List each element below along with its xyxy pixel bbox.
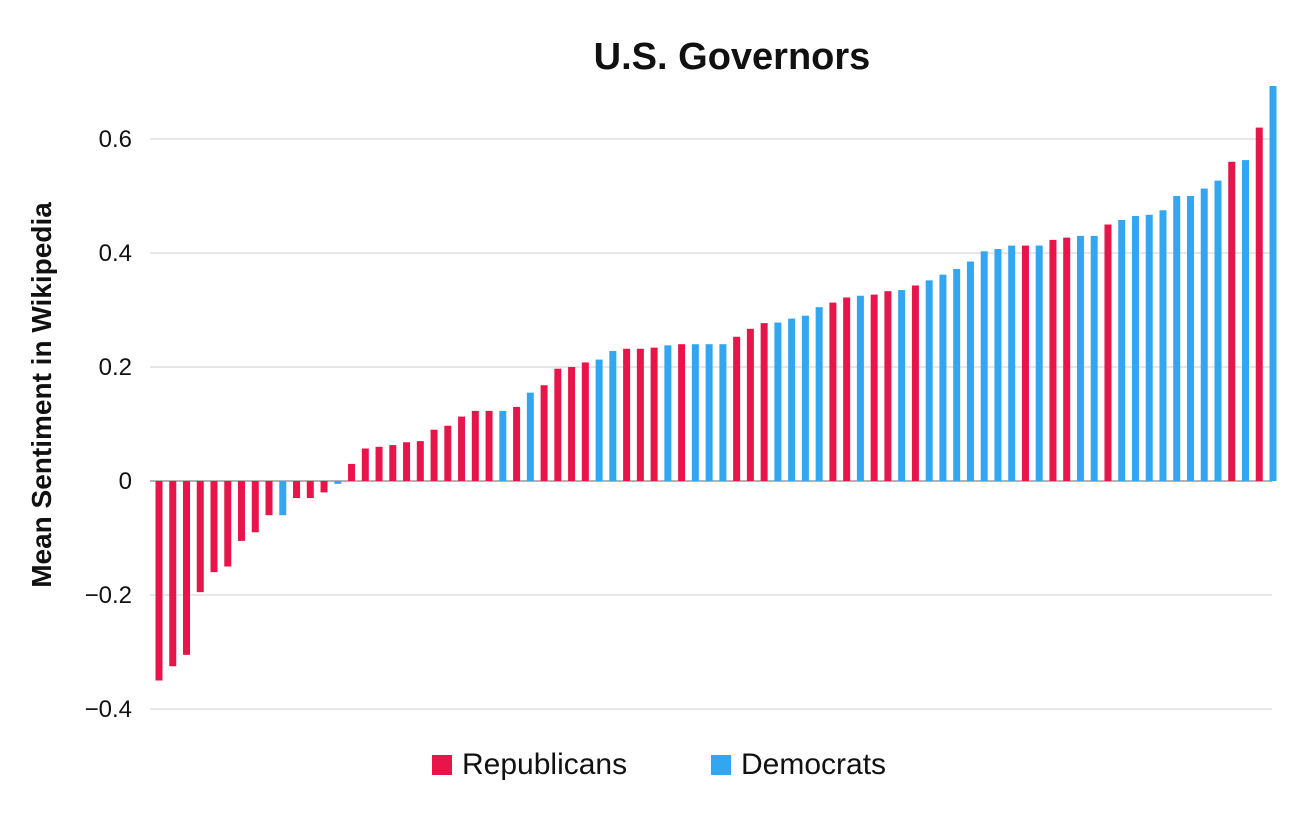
- bar-republicans: [183, 481, 191, 655]
- bar-democrats: [1159, 210, 1167, 481]
- bar-republicans: [389, 445, 397, 481]
- legend-label-republicans: Republicans: [462, 748, 628, 781]
- bar-democrats: [1214, 180, 1222, 482]
- bar-republicans: [1228, 161, 1236, 482]
- bar-republicans: [760, 323, 768, 481]
- bar-democrats: [595, 359, 603, 481]
- bar-democrats: [856, 295, 864, 481]
- legend: Democrats: [711, 748, 886, 782]
- bar-republicans: [650, 347, 658, 481]
- y-tick-label: 0.4: [99, 240, 132, 267]
- y-tick-label: −0.4: [85, 696, 132, 723]
- bar-republicans: [1104, 224, 1112, 481]
- bar-democrats: [953, 268, 961, 481]
- bar-republicans: [444, 425, 452, 481]
- bar-democrats: [1200, 188, 1208, 481]
- bar-democrats: [609, 351, 617, 481]
- bar-democrats: [774, 322, 782, 481]
- bar-republicans: [581, 362, 589, 481]
- bar-republicans: [375, 446, 383, 481]
- bar-republicans: [733, 336, 741, 481]
- bar-republicans: [416, 441, 424, 481]
- bar-republicans: [911, 285, 919, 481]
- bar-republicans: [870, 294, 878, 481]
- bar-republicans: [554, 368, 562, 481]
- bar-republicans: [251, 481, 259, 533]
- bar-republicans: [746, 328, 754, 481]
- bar-democrats: [499, 410, 507, 481]
- bar-democrats: [526, 392, 534, 481]
- bar-republicans: [1255, 127, 1263, 481]
- bar-republicans: [196, 481, 204, 593]
- bar-democrats: [1035, 245, 1043, 481]
- y-tick-label: 0.2: [99, 354, 132, 381]
- bar-republicans: [210, 481, 218, 573]
- bar-democrats: [664, 345, 672, 481]
- bar-republicans: [238, 481, 246, 541]
- bar-democrats: [788, 318, 796, 481]
- bar-republicans: [1021, 245, 1029, 481]
- bar-democrats: [334, 481, 342, 484]
- bar-republicans: [623, 348, 631, 481]
- bar-republicans: [843, 297, 851, 481]
- bar-democrats: [898, 290, 906, 481]
- bar-republicans: [636, 348, 644, 481]
- bar-democrats: [994, 249, 1002, 481]
- bar-democrats: [1090, 235, 1098, 481]
- bar-republicans: [678, 344, 686, 481]
- bar-democrats: [801, 315, 809, 481]
- legend: Republicans: [432, 748, 627, 782]
- bar-democrats: [925, 280, 933, 481]
- bar-republicans: [361, 448, 369, 481]
- bar-republicans: [458, 416, 466, 481]
- bar-democrats: [1076, 235, 1084, 481]
- bar-democrats: [279, 481, 287, 516]
- y-tick-label: 0.6: [99, 126, 132, 153]
- bar-republicans: [320, 481, 328, 493]
- bar-republicans: [306, 481, 314, 499]
- bar-republicans: [265, 481, 273, 516]
- legend-swatch-democrats: [711, 755, 731, 775]
- bar-republicans: [430, 429, 438, 481]
- bar-republicans: [471, 410, 479, 481]
- bar-democrats: [1118, 219, 1126, 481]
- bar-republicans: [169, 481, 177, 667]
- bar-democrats: [1145, 214, 1153, 481]
- chart-title: U.S. Governors: [593, 36, 871, 78]
- bar-republicans: [568, 367, 576, 481]
- bar-republicans: [224, 481, 232, 567]
- bar-republicans: [829, 302, 837, 481]
- bar-democrats: [966, 261, 974, 481]
- bar-democrats: [1008, 245, 1016, 481]
- bar-democrats: [939, 274, 947, 481]
- bar-republicans: [1063, 237, 1071, 481]
- legend-label-democrats: Democrats: [741, 748, 887, 781]
- bar-republicans: [884, 291, 892, 481]
- bar-republicans: [403, 442, 411, 481]
- bar-democrats: [1173, 196, 1181, 481]
- bar-democrats: [1186, 196, 1194, 481]
- legend-swatch-republicans: [432, 755, 452, 775]
- bar-republicans: [513, 406, 521, 481]
- bar-democrats: [1269, 85, 1277, 482]
- bar-democrats: [815, 307, 823, 481]
- bar-republicans: [1049, 239, 1057, 481]
- bar-republicans: [293, 481, 301, 499]
- bar-democrats: [691, 344, 699, 481]
- bar-republicans: [348, 463, 356, 481]
- bar-democrats: [1241, 160, 1249, 481]
- bar-republicans: [485, 410, 493, 481]
- y-tick-label: −0.2: [85, 582, 132, 609]
- bar-democrats: [1131, 215, 1139, 481]
- bar-republicans: [540, 385, 548, 481]
- bar-democrats: [705, 344, 713, 481]
- bar-democrats: [719, 344, 727, 481]
- bar-republicans: [155, 481, 163, 681]
- bar-democrats: [980, 251, 988, 481]
- y-tick-label: 0: [119, 468, 132, 495]
